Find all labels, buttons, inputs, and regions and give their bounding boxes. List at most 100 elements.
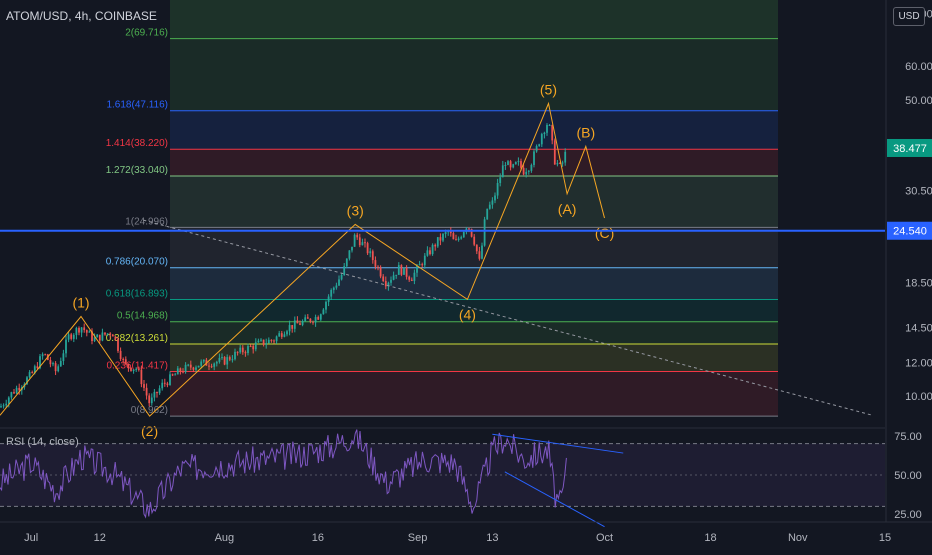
- candle-body: [429, 250, 431, 255]
- price-tick-label: 10.000: [905, 391, 932, 403]
- candle-body: [338, 279, 340, 286]
- candle-body: [553, 140, 556, 165]
- candle-body: [416, 265, 418, 273]
- candle-body: [270, 339, 273, 341]
- candle-body: [179, 368, 182, 372]
- rsi-tick-label: 50.00: [894, 470, 922, 482]
- candle-body: [28, 372, 31, 378]
- candle-body: [223, 357, 226, 365]
- candle-body: [88, 331, 91, 333]
- candle-body: [262, 339, 265, 345]
- candle-body: [65, 339, 67, 354]
- candle-body: [507, 161, 509, 165]
- candle-body: [382, 276, 385, 281]
- candle-body: [124, 359, 127, 364]
- wave-label: (C): [595, 225, 614, 241]
- candle-body: [293, 320, 296, 329]
- fib-level-label: 0(8.962): [131, 405, 168, 416]
- candle-body: [379, 267, 382, 277]
- candle-body: [231, 359, 234, 361]
- time-tick-label: Jul: [24, 532, 38, 544]
- candle-body: [312, 321, 314, 323]
- candle-body: [184, 364, 187, 372]
- candle-body: [374, 260, 377, 267]
- fib-level-label: 1.272(33.040): [106, 165, 168, 176]
- price-tick-label: 60.000: [905, 61, 932, 73]
- candle-body: [327, 296, 330, 302]
- fib-zone: [170, 38, 778, 111]
- candle-body: [530, 164, 533, 171]
- candle-body: [348, 250, 351, 259]
- candle-body: [364, 242, 366, 244]
- candle-body: [296, 320, 299, 324]
- candle-body: [548, 125, 551, 127]
- candle-body: [247, 346, 249, 353]
- rsi-trendline: [492, 433, 624, 454]
- time-tick-label: Oct: [596, 532, 613, 544]
- candle-body: [366, 243, 369, 254]
- time-tick-label: 13: [486, 532, 498, 544]
- candle-body: [559, 162, 561, 164]
- candle-body: [176, 368, 179, 375]
- candle-body: [182, 371, 184, 373]
- rsi-trendline: [504, 471, 605, 528]
- candle-body: [254, 342, 257, 350]
- candle-body: [460, 237, 463, 239]
- candle-body: [392, 275, 395, 280]
- candle-body: [252, 346, 255, 350]
- candle-body: [31, 372, 34, 374]
- fib-zone: [170, 110, 778, 150]
- candle-body: [163, 382, 166, 384]
- candle-body: [499, 177, 502, 183]
- wave-label: (4): [459, 306, 476, 322]
- candle-body: [452, 233, 455, 240]
- wave-label: (2): [141, 423, 158, 439]
- candle-body: [309, 318, 312, 322]
- candle-body: [473, 236, 476, 245]
- rsi-line: [0, 429, 567, 519]
- candle-body: [475, 244, 478, 252]
- candle-body: [501, 165, 504, 178]
- candle-body: [525, 171, 528, 175]
- candle-body: [527, 170, 530, 172]
- price-axis-bg: [886, 0, 932, 550]
- candle-body: [150, 397, 153, 404]
- candle-body: [322, 309, 325, 315]
- candle-body: [421, 264, 424, 266]
- candle-body: [145, 387, 148, 396]
- candle-body: [369, 251, 372, 254]
- candle-body: [189, 364, 192, 368]
- currency-button[interactable]: USD: [893, 7, 925, 26]
- wave-label: (1): [72, 294, 89, 310]
- candle-body: [319, 314, 322, 320]
- rsi-legend-label: RSI (14, close): [6, 436, 79, 448]
- candle-body: [462, 232, 465, 238]
- candle-body: [234, 351, 236, 360]
- price-tick-label: 18.500: [905, 278, 932, 290]
- candle-body: [335, 285, 338, 288]
- candle-body: [91, 331, 93, 341]
- time-tick-label: Aug: [215, 532, 235, 544]
- candle-body: [241, 347, 244, 353]
- candle-body: [514, 161, 517, 165]
- candle-body: [509, 161, 512, 168]
- candle-body: [439, 237, 442, 241]
- chart-title: ATOM/USD, 4h, COINBASE: [6, 9, 157, 23]
- candle-body: [325, 301, 327, 310]
- fib-zone: [170, 149, 778, 177]
- candle-body: [70, 334, 73, 339]
- candle-body: [187, 364, 190, 366]
- candle-body: [96, 334, 99, 338]
- rsi-band: [0, 443, 885, 507]
- candle-body: [140, 369, 143, 385]
- candle-body: [166, 383, 169, 386]
- fib-level-label: 0.618(16.893): [106, 288, 168, 299]
- candle-body: [13, 392, 15, 394]
- candle-body: [304, 317, 307, 322]
- candle-body: [436, 237, 439, 247]
- candle-body: [67, 334, 70, 340]
- candle-body: [260, 339, 262, 341]
- candle-body: [397, 265, 400, 275]
- candle-body: [257, 340, 260, 343]
